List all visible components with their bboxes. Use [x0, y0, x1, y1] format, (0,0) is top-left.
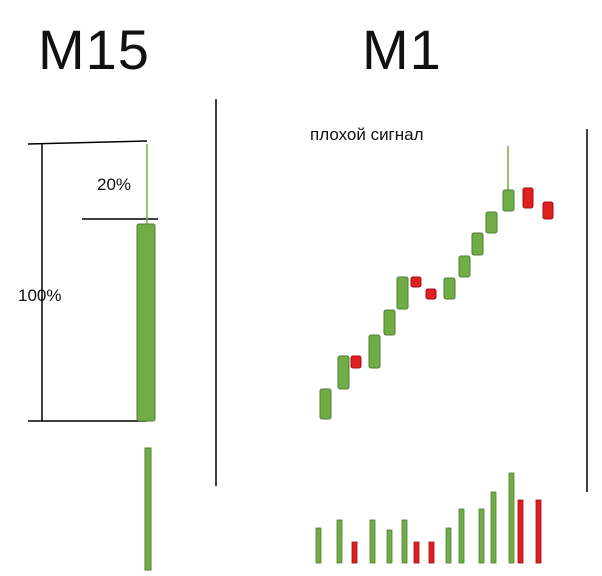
m1-candle-3: [350, 355, 362, 369]
m1-volume-bar-9: [445, 527, 452, 564]
m1-candle-6: [396, 276, 409, 310]
m1-candle-4: [368, 334, 381, 369]
m1-candle-10: [458, 255, 471, 278]
m1-title: M1: [362, 18, 442, 81]
m15-volume-bar: [144, 447, 152, 571]
m1-candle-14: [522, 187, 534, 209]
m1-candle-11: [471, 232, 484, 256]
m1-candle-2: [337, 355, 350, 390]
m1-volume-bar-15: [535, 499, 542, 564]
m1-candle-7: [410, 276, 422, 288]
m1-volume-bar-12: [490, 491, 497, 564]
m1-volumes: [315, 472, 542, 564]
m1-candles: [319, 146, 554, 420]
full-percent-label: 100%: [18, 286, 62, 305]
m15-title: M15: [38, 18, 150, 81]
m1-volume-bar-8: [428, 541, 435, 564]
m1-candle-5: [383, 309, 396, 336]
m1-volume-bar-1: [315, 527, 322, 564]
m1-volume-bar-3: [351, 541, 358, 564]
m1-volume-bar-2: [336, 519, 343, 564]
m1-volume-bar-11: [478, 508, 485, 564]
m1-volume-bar-5: [386, 529, 393, 564]
top-line: [27, 140, 148, 145]
bad-signal-label: плохой сигнал: [310, 125, 424, 144]
m15-candle-body: [136, 223, 156, 422]
m15-measure-lines: [27, 140, 158, 422]
m1-candle-15: [542, 201, 554, 220]
m1-candle-12: [485, 211, 498, 234]
m1-candle-13: [502, 189, 515, 212]
m1-candle-9: [443, 277, 456, 300]
m1-volume-bar-10: [458, 508, 465, 564]
m1-volume-bar-7: [413, 541, 420, 564]
m15-candle: [136, 144, 156, 422]
m1-candle-1: [319, 388, 332, 420]
m1-candle-8: [425, 288, 437, 300]
m1-volume-bar-4: [369, 519, 376, 564]
m1-volume-bar-13: [508, 472, 515, 564]
m1-volume-bar-14: [517, 499, 524, 564]
wick-percent-label: 20%: [97, 175, 132, 194]
m1-volume-bar-6: [401, 519, 408, 564]
